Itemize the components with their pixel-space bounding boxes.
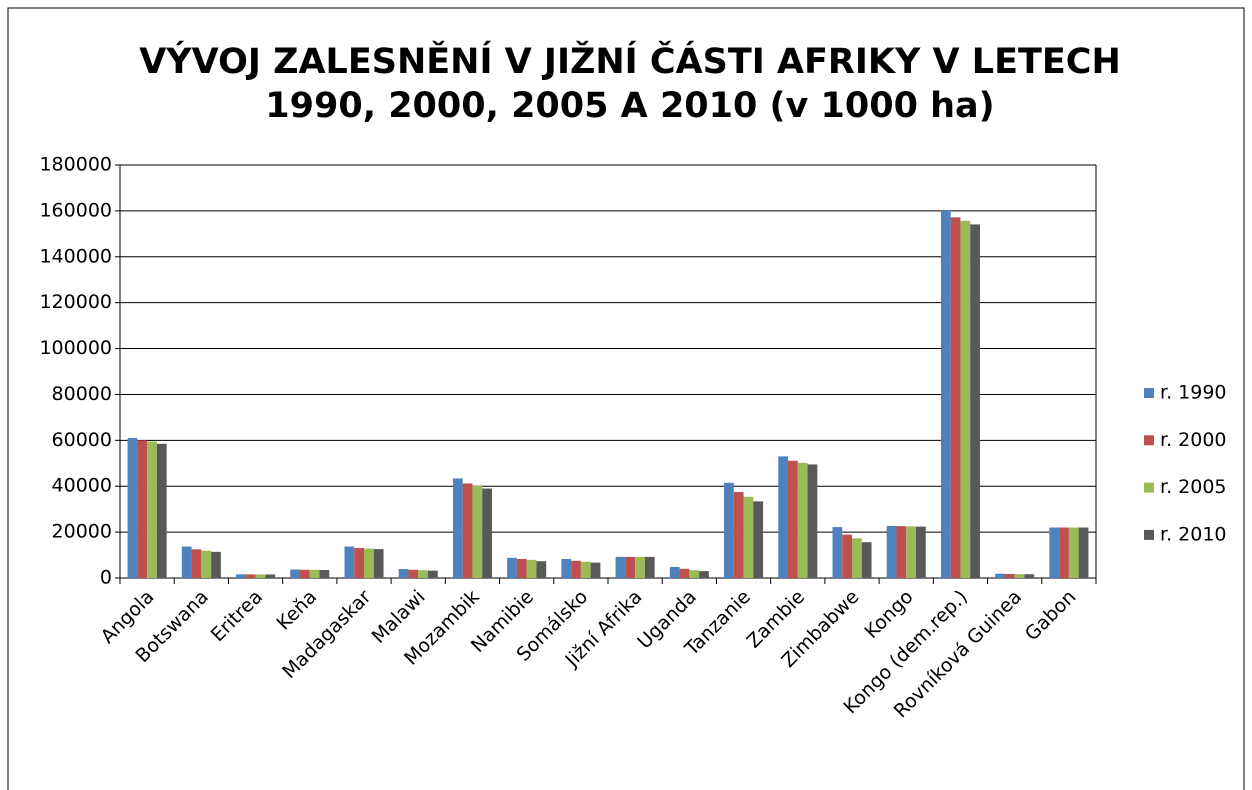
y-tick-label: 160000 bbox=[39, 199, 112, 221]
y-tick-label: 0 bbox=[100, 567, 112, 589]
bar bbox=[733, 491, 744, 578]
y-tick-label: 80000 bbox=[52, 383, 112, 405]
bar bbox=[788, 460, 798, 578]
bar bbox=[201, 550, 212, 578]
x-tick-label: Eritrea bbox=[207, 586, 267, 646]
bar bbox=[364, 548, 374, 578]
bar bbox=[896, 526, 907, 578]
bar bbox=[1004, 573, 1015, 578]
bar bbox=[807, 464, 818, 578]
bar bbox=[743, 496, 754, 578]
bar bbox=[462, 483, 473, 578]
bar bbox=[753, 501, 764, 578]
bar bbox=[452, 478, 463, 578]
bar bbox=[181, 546, 192, 578]
bar bbox=[644, 556, 655, 578]
bar bbox=[1024, 574, 1035, 578]
bar bbox=[319, 570, 330, 578]
bar bbox=[861, 542, 872, 578]
bar bbox=[960, 220, 971, 578]
legend-label: r. 2005 bbox=[1160, 476, 1227, 498]
bar bbox=[137, 440, 148, 578]
bar bbox=[580, 561, 591, 578]
bar bbox=[536, 561, 547, 578]
bar bbox=[526, 559, 537, 578]
bar bbox=[245, 574, 256, 578]
bar bbox=[398, 569, 409, 578]
bar bbox=[236, 574, 246, 578]
bar bbox=[300, 569, 310, 578]
bar bbox=[309, 569, 320, 578]
y-tick-label: 60000 bbox=[52, 429, 112, 451]
bar bbox=[906, 526, 916, 578]
bar bbox=[832, 527, 843, 578]
bar bbox=[427, 570, 438, 578]
bar bbox=[418, 570, 428, 578]
y-tick-label: 40000 bbox=[52, 475, 112, 497]
bar bbox=[255, 574, 266, 578]
bar bbox=[689, 570, 700, 578]
bar bbox=[625, 556, 636, 578]
bar bbox=[797, 462, 808, 578]
x-tick-label: Gabon bbox=[1021, 586, 1080, 645]
bar bbox=[561, 558, 572, 578]
y-tick-label: 120000 bbox=[39, 291, 112, 313]
bar bbox=[1059, 527, 1069, 578]
bar bbox=[507, 557, 517, 578]
bar bbox=[211, 551, 221, 578]
legend-label: r. 2010 bbox=[1160, 523, 1227, 545]
bar bbox=[408, 569, 419, 578]
bar bbox=[995, 573, 1005, 578]
bar bbox=[950, 217, 961, 578]
bar bbox=[1014, 574, 1025, 578]
bar bbox=[970, 224, 980, 578]
bar bbox=[516, 558, 527, 578]
y-tick-label: 100000 bbox=[39, 337, 112, 359]
bar bbox=[915, 526, 926, 578]
x-tick-label: Keňa bbox=[272, 586, 321, 635]
chart-border bbox=[7, 7, 1245, 790]
bar bbox=[852, 538, 862, 578]
bar bbox=[147, 441, 157, 578]
bar bbox=[354, 547, 364, 578]
bar bbox=[842, 534, 852, 578]
bar bbox=[669, 566, 680, 578]
bar bbox=[778, 456, 789, 578]
legend-swatch bbox=[1144, 388, 1154, 398]
bar bbox=[373, 549, 384, 578]
y-tick-label: 20000 bbox=[52, 521, 112, 543]
legend-swatch bbox=[1144, 529, 1154, 540]
bar bbox=[1049, 527, 1060, 578]
bar bbox=[482, 488, 492, 578]
bar bbox=[679, 568, 690, 578]
bar bbox=[472, 485, 483, 578]
bar bbox=[724, 482, 734, 578]
bar bbox=[571, 560, 581, 578]
bar bbox=[156, 443, 167, 578]
bar bbox=[940, 209, 951, 578]
bar bbox=[1078, 527, 1089, 578]
bar bbox=[290, 569, 301, 578]
bar bbox=[191, 549, 202, 578]
bar bbox=[265, 574, 276, 578]
bar bbox=[127, 438, 138, 578]
bar bbox=[699, 571, 709, 578]
bar bbox=[590, 562, 601, 578]
bar bbox=[344, 546, 355, 578]
chart-title: VÝVOJ ZALESNĚNÍ V JIŽNÍ ČÁSTI AFRIKY V L… bbox=[139, 42, 1121, 126]
bar bbox=[1068, 527, 1079, 578]
legend-label: r. 2000 bbox=[1160, 429, 1227, 451]
y-tick-label: 180000 bbox=[39, 154, 112, 176]
bar bbox=[886, 525, 897, 578]
legend-swatch bbox=[1144, 482, 1154, 493]
bar bbox=[635, 556, 645, 578]
y-tick-label: 140000 bbox=[39, 245, 112, 267]
legend-label: r. 1990 bbox=[1160, 382, 1227, 404]
bar bbox=[615, 556, 626, 578]
legend-swatch bbox=[1144, 435, 1154, 446]
